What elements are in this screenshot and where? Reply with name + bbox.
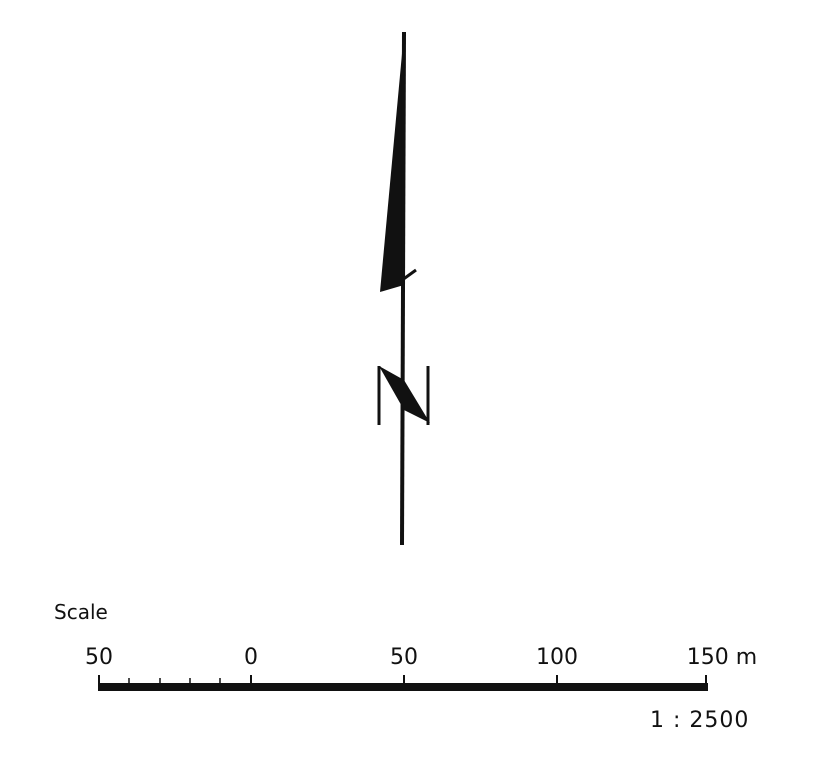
north-arrow-icon <box>380 31 417 546</box>
scale-label-100: 100 <box>536 645 578 670</box>
scale-bar <box>98 675 708 691</box>
scale-label-0: 0 <box>244 645 258 670</box>
scale-label-50: 50 <box>390 645 418 670</box>
scale-label-left-50: 50 <box>85 645 113 670</box>
scale-ratio: 1 : 2500 <box>650 708 750 733</box>
north-letter-glyph <box>377 366 430 425</box>
scale-title: Scale <box>54 600 108 624</box>
scale-label-150: 150 m <box>686 645 758 670</box>
